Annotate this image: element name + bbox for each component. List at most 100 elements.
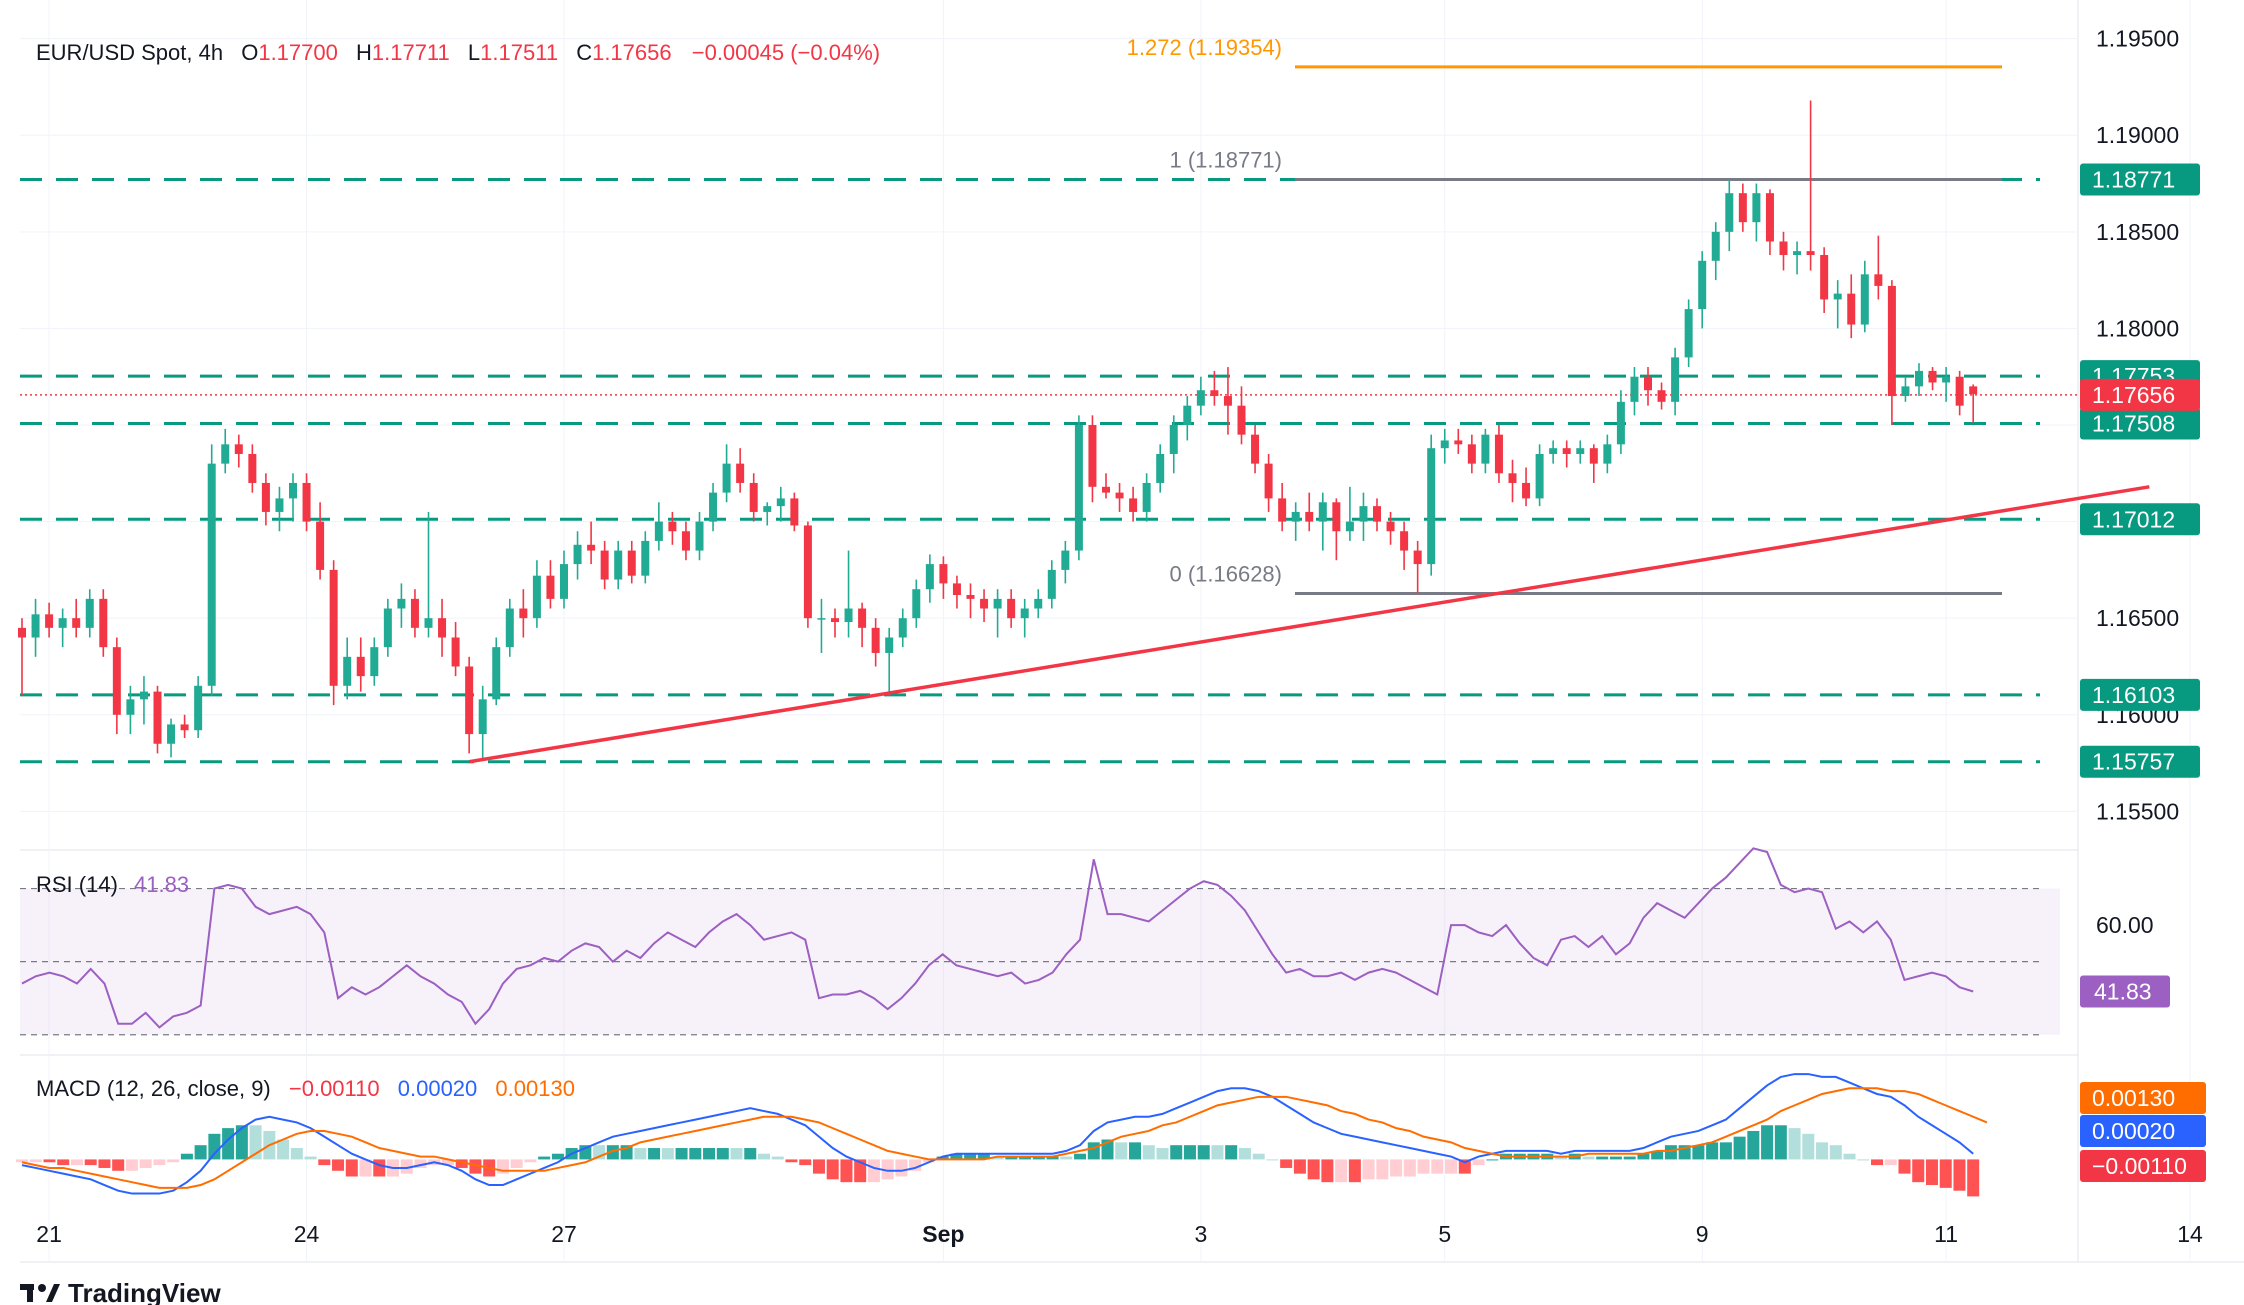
macd-histogram-bar (1623, 1156, 1636, 1160)
low-value: 1.17511 (480, 40, 558, 65)
candle-body (1698, 260, 1707, 310)
level-badge-bg (2080, 163, 2200, 196)
macd-histogram-bar (1046, 1156, 1059, 1160)
macd-histogram-bar (1733, 1136, 1746, 1160)
fib-label: 1 (1.18771) (1169, 147, 1282, 172)
candle-body (587, 544, 596, 551)
macd-histogram-bar (1554, 1156, 1567, 1160)
level-badge: 1.18771 (2092, 166, 2175, 192)
candle-body (1264, 463, 1273, 499)
candle-body (329, 569, 338, 686)
candle-body (1427, 448, 1436, 565)
macd-histogram-bar (455, 1159, 468, 1168)
macd-signal-line (21, 1087, 1988, 1189)
support-resistance-levels (20, 177, 2078, 764)
macd-histogram-bar (1129, 1142, 1142, 1160)
candle-body (560, 564, 568, 599)
candle-body (1915, 370, 1923, 387)
candle-body (1589, 448, 1598, 464)
macd-histogram-bar (1857, 1159, 1870, 1161)
candle-body (1034, 598, 1043, 609)
macd-histogram-bar (1321, 1159, 1334, 1183)
candle-body (1115, 492, 1124, 499)
candle-body (1644, 376, 1652, 391)
candle-body (343, 656, 352, 686)
macd-histogram-bar (661, 1148, 674, 1160)
candle-body (939, 564, 948, 584)
macd-histogram-bar (125, 1159, 138, 1171)
macd-histogram-bar (648, 1148, 661, 1160)
candle-body (1332, 502, 1341, 532)
candle-body (1549, 448, 1558, 454)
macd-histogram-bar (1445, 1159, 1458, 1174)
macd-histogram-bar (634, 1148, 647, 1160)
current-price-badge-bg (2080, 378, 2200, 411)
candle-body (912, 589, 921, 619)
trendline[interactable] (468, 485, 2150, 764)
time-tick-label: 3 (1194, 1221, 1207, 1247)
macd-histogram-bar (1390, 1159, 1403, 1177)
macd-title: MACD (12, 26, close, 9) (36, 1076, 271, 1101)
macd-histogram-bar (1005, 1156, 1018, 1160)
macd-histogram-bar (785, 1159, 798, 1163)
candle-body (1793, 251, 1802, 255)
candle-body (871, 627, 880, 653)
candle-body (1007, 598, 1016, 619)
rsi-panel: 60.00 41.83 (20, 847, 2170, 1036)
macd-histogram-value: −0.00110 (289, 1076, 380, 1101)
candle-body (1508, 473, 1517, 483)
macd-badge-bg (2080, 1082, 2206, 1114)
rsi-title: RSI (14) (36, 872, 118, 897)
high-label: H (356, 40, 372, 65)
candle-body (451, 637, 460, 667)
macd-badge: 0.00130 (2092, 1085, 2175, 1111)
candle-body (112, 647, 121, 715)
macd-histogram-bar (1335, 1159, 1348, 1183)
candle-body (1576, 448, 1585, 454)
macd-histogram-bar (854, 1159, 867, 1183)
candle-body (1860, 274, 1869, 325)
candle-body (1671, 357, 1680, 402)
level-badge-bg (2080, 503, 2200, 536)
level-badge: 1.16103 (2092, 682, 2175, 708)
macd-histogram-bar (1032, 1156, 1045, 1160)
change-value: −0.00045 (−0.04%) (692, 40, 880, 65)
candle-body (1535, 453, 1544, 499)
candle-body (898, 618, 907, 638)
macd-histogram-bar (1664, 1145, 1677, 1160)
macd-histogram-bar (826, 1159, 839, 1180)
candle-body (1616, 401, 1625, 445)
macd-histogram-bar (895, 1159, 908, 1177)
candle-body (627, 550, 636, 576)
macd-histogram-bar (716, 1148, 729, 1160)
time-tick-label: 14 (2177, 1221, 2203, 1247)
candle-body (790, 498, 799, 526)
candle-body (167, 724, 176, 744)
candle-body (316, 521, 325, 570)
time-axis[interactable]: 212427Sep359111417192 (36, 1221, 2244, 1247)
candle-body (546, 575, 555, 599)
candle-body (573, 544, 582, 565)
level-badge: 1.15757 (2092, 749, 2175, 775)
candle-body (600, 550, 609, 580)
candle-body (803, 525, 812, 619)
candle-body (817, 618, 826, 620)
macd-line-value: 0.00020 (398, 1076, 478, 1101)
candle-body (1942, 376, 1951, 383)
candle-body (1183, 405, 1192, 425)
candle-body (383, 608, 392, 648)
macd-histogram-bar (1816, 1142, 1829, 1160)
trendline-line (468, 485, 2150, 764)
macd-histogram-bar (812, 1159, 825, 1174)
macd-histogram-bar (304, 1156, 317, 1160)
candle-body (1820, 255, 1829, 300)
price-tick-label: 1.18000 (2096, 315, 2179, 341)
candle-body (72, 618, 81, 628)
candle-body (207, 463, 216, 686)
macd-histogram-bar (1719, 1142, 1732, 1160)
time-tick-label: 21 (36, 1221, 62, 1247)
tradingview-logo[interactable]: TradingView (20, 1278, 221, 1305)
candle-body (1169, 425, 1178, 454)
